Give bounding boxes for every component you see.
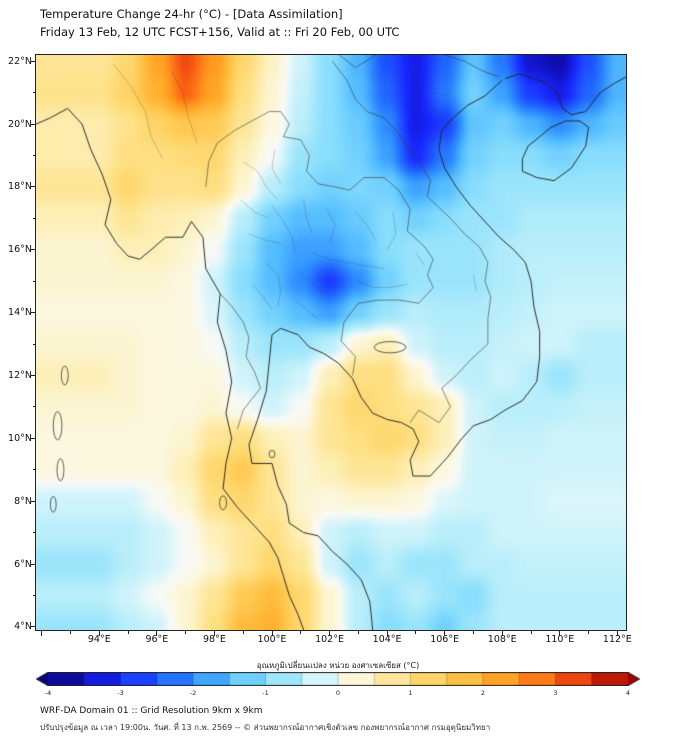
lon-minor-tick [530,631,532,634]
lat-axis-label: 14°N [8,307,32,319]
colorbar-tick-label: 1 [408,689,413,697]
map-area [35,54,627,631]
lon-minor-tick [415,631,417,634]
figure-subtitle: Friday 13 Feb, 12 UTC FCST+156, Valid at… [40,25,400,39]
lon-axis-label: 98°E [203,634,226,645]
footer-domain-info: WRF-DA Domain 01 :: Grid Resolution 9km … [40,706,263,716]
lon-tick [156,631,158,636]
lat-axis-label: 4°N [14,621,32,633]
lon-minor-tick [70,631,72,634]
colorbar-tick-label: -2 [189,689,197,697]
lon-tick [386,631,388,636]
footer-update-info: ปรับปรุงข้อมูล ณ เวลา 19:00น. วันศ. ที่ … [40,723,491,732]
lon-minor-tick [127,631,129,634]
lat-axis-label: 8°N [14,495,32,507]
lat-axis-label: 20°N [8,118,32,130]
lon-axis-label: 104°E [372,634,402,645]
lon-tick [501,631,503,636]
lon-axis-label: 96°E [145,634,169,645]
lat-axis-label: 22°N [8,55,32,67]
lon-tick [616,631,618,636]
lon-tick [444,631,446,636]
colorbar-tick-label: 2 [480,689,486,697]
lon-axis-label: 94°E [87,634,111,645]
colorbar-title: อุณหภูมิเปลี่ยนแปลง หน่วย องศาเซลเซียส (… [256,661,420,670]
lat-axis-label: 16°N [8,244,32,256]
lon-axis-label: 110°E [545,634,575,645]
lon-minor-tick [357,631,359,634]
colorbar-tick-label: -3 [117,689,124,697]
lat-axis-label: 18°N [8,181,32,193]
lon-tick [41,631,43,636]
lat-axis-label: 6°N [14,558,32,570]
lon-axis-label: 102°E [315,634,344,645]
colorbar-canvas [36,672,640,686]
lon-tick [98,631,100,636]
lon-axis-label: 106°E [430,634,460,645]
lon-tick [329,631,331,636]
heatmap-canvas [36,55,626,630]
lon-minor-tick [242,631,244,634]
colorbar-tick-label: 3 [553,689,558,697]
colorbar-tick-label: 0 [335,689,341,697]
figure-title: Temperature Change 24-hr (°C) - [Data As… [40,7,343,21]
lon-minor-tick [300,631,302,634]
lat-axis-label: 12°N [8,369,32,381]
colorbar-tick-label: -1 [262,689,269,697]
lon-minor-tick [472,631,474,634]
lon-axis-label: 108°E [487,634,517,645]
lon-minor-tick [588,631,590,634]
lon-axis-label: 112°E [602,634,632,645]
lat-axis-label: 10°N [8,432,32,444]
lon-tick [559,631,561,636]
lon-axis-label: 100°E [257,634,287,645]
colorbar-tick-label: -4 [44,689,52,697]
lon-minor-tick [185,631,187,634]
colorbar-tick-label: 4 [625,689,631,697]
lon-tick [271,631,273,636]
lon-tick [213,631,215,636]
